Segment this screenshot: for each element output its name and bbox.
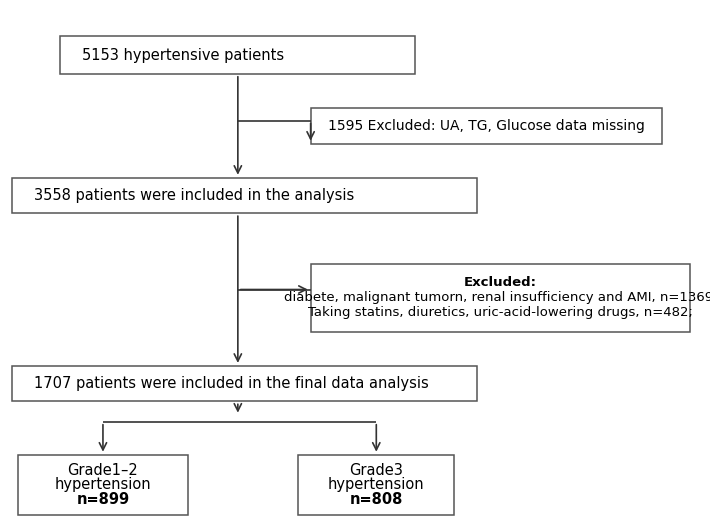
Text: 3558 patients were included in the analysis: 3558 patients were included in the analy… [33, 188, 354, 203]
Text: n=808: n=808 [349, 492, 403, 507]
Text: 5153 hypertensive patients: 5153 hypertensive patients [82, 48, 284, 62]
FancyBboxPatch shape [310, 264, 690, 332]
Text: Grade3: Grade3 [349, 463, 403, 477]
Text: diabete, malignant tumorn, renal insufficiency and AMI, n=1369;: diabete, malignant tumorn, renal insuffi… [284, 291, 710, 304]
FancyBboxPatch shape [12, 366, 477, 401]
FancyBboxPatch shape [60, 36, 415, 74]
Text: Grade1–2: Grade1–2 [67, 463, 138, 477]
Text: Excluded:: Excluded: [464, 277, 537, 289]
FancyBboxPatch shape [311, 108, 662, 144]
FancyBboxPatch shape [12, 178, 477, 213]
Text: Taking statins, diuretics, uric-acid-lowering drugs, n=482;: Taking statins, diuretics, uric-acid-low… [308, 306, 693, 319]
FancyBboxPatch shape [298, 454, 454, 515]
FancyBboxPatch shape [18, 454, 188, 515]
Text: n=899: n=899 [77, 492, 129, 507]
Text: 1707 patients were included in the final data analysis: 1707 patients were included in the final… [33, 376, 428, 391]
Text: hypertension: hypertension [328, 477, 425, 492]
Text: hypertension: hypertension [55, 477, 151, 492]
Text: 1595 Excluded: UA, TG, Glucose data missing: 1595 Excluded: UA, TG, Glucose data miss… [329, 119, 645, 133]
